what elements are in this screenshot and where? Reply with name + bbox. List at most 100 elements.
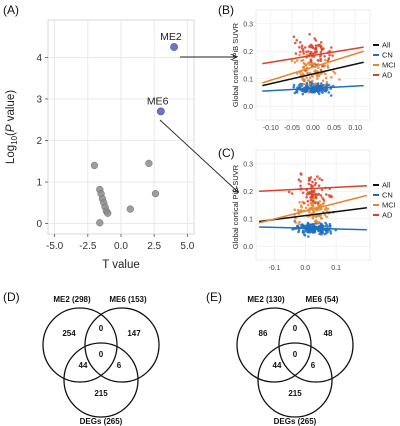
panel-b-fit-lines: [262, 46, 364, 92]
panel-b-point: [294, 41, 297, 45]
panel-a-x-tick-label: 0.0: [114, 241, 128, 252]
panel-c-point: [311, 180, 314, 184]
panel-c-point: [310, 196, 314, 199]
panel-b-point: [293, 61, 297, 64]
panel-label-a: (A): [3, 3, 19, 17]
panel-b-x-tick-label: 0.00: [306, 125, 320, 132]
panel-b-point: [317, 92, 321, 95]
panel-c-point: [296, 208, 300, 212]
panel-b-point: [311, 46, 315, 49]
panel-b-point: [316, 77, 319, 80]
panel-b-point: [325, 82, 329, 86]
panel-b-point: [323, 83, 327, 87]
venn-d-me2-me6: 0: [99, 324, 104, 333]
panel-c-point: [302, 201, 306, 205]
panel-c-point: [319, 214, 323, 217]
panel-b-point: [328, 53, 331, 57]
panel-c-point: [314, 181, 318, 185]
panel-b-point: [311, 75, 315, 78]
panel-c-point: [319, 194, 323, 197]
panel-c-point: [306, 221, 310, 225]
panel-b-point: [314, 39, 318, 42]
panel-c-point: [316, 214, 319, 218]
panel-c-point: [301, 191, 305, 195]
panel-c-x-tick-label: 0.0: [300, 265, 310, 272]
panel-c-line-ad: [259, 184, 367, 193]
panel-c-point: [312, 191, 316, 194]
panel-b-ticks: -0.10 -0.05 0.00 0.05 0.10 0.0 0.1 0.2 0.3: [243, 21, 362, 132]
panel-c-point: [299, 172, 303, 175]
panel-c-point: [310, 185, 313, 189]
panel-c-y-tick-label: 0.1: [243, 216, 253, 223]
panel-c-point: [321, 224, 325, 228]
panel-c-point: [329, 232, 333, 235]
panel-a-grid: [48, 20, 194, 234]
panel-b-point: [297, 84, 301, 87]
panel-b-point: [321, 79, 325, 83]
panel-c-point: [305, 196, 308, 199]
venn-d-center: 0: [99, 350, 104, 359]
panel-c-point: [322, 202, 326, 205]
panel-b-point: [327, 91, 331, 94]
venn-e-only-degs: 215: [288, 389, 302, 398]
panel-c-legend-label: All: [382, 181, 391, 190]
venn-e-label-degs: DEGs (265): [274, 417, 317, 426]
panel-b-point: [304, 84, 308, 88]
venn-e: ME2 (130) ME6 (54) DEGs (265) 86 48 0 0 …: [236, 295, 354, 426]
venn-e-only-me6: 48: [324, 329, 333, 338]
panel-b-y-axis-title: Global cortical PiB SUVR: [231, 22, 240, 107]
panel-b-point: [323, 55, 327, 58]
panel-b-point: [317, 66, 320, 70]
venn-d-only-me2: 254: [62, 329, 76, 338]
venn-d-circle-me6: [84, 307, 160, 383]
panel-b-line-ad: [262, 46, 364, 65]
panel-c-point: [325, 210, 329, 213]
panel-b-point: [326, 66, 330, 69]
panel-b-x-tick-label: 0.10: [348, 125, 362, 132]
panel-b-point: [319, 50, 323, 54]
panel-b-line-cn: [262, 84, 364, 92]
panel-c-point: [326, 225, 329, 228]
panel-c-point: [311, 217, 315, 220]
panel-b-point: [312, 62, 316, 65]
panel-b-point: [294, 52, 298, 55]
panel-b-point: [309, 59, 313, 63]
panel-a-point: [145, 159, 153, 168]
venn-e-circle-degs: [257, 342, 333, 418]
panel-b-point: [330, 46, 333, 49]
panel-a-point: [151, 190, 160, 198]
panel-c-point: [316, 175, 319, 178]
panel-b-point: [299, 41, 302, 44]
panel-c-point: [306, 224, 310, 228]
venn-e-label-me6: ME6 (54): [306, 295, 339, 304]
panel-c-point: [308, 191, 312, 194]
panel-a-point: [90, 161, 99, 170]
panel-a-x-tick-label: -5.0: [46, 241, 64, 252]
panel-b-x-tick-label: 0.05: [327, 125, 341, 132]
panel-b-point: [308, 76, 312, 80]
panel-b-point: [299, 50, 302, 54]
panel-b-point: [324, 76, 328, 80]
panel-b-y-tick-label: 0.1: [243, 76, 253, 83]
panel-c-point: [326, 207, 330, 210]
panel-b-point: [309, 45, 313, 49]
panel-label-d: (D): [3, 290, 20, 304]
venn-d-only-degs: 215: [94, 389, 108, 398]
panel-b-point: [316, 82, 320, 85]
panel-b-point: [292, 85, 296, 89]
panel-b-point: [290, 59, 294, 62]
panel-c-point: [315, 219, 318, 222]
panel-b-point: [319, 57, 323, 61]
panel-c-point: [302, 231, 305, 234]
panel-b-point: [322, 47, 325, 50]
panel-c-legend-label: CN: [382, 191, 393, 200]
panel-c-legend-label: MCI: [382, 201, 396, 210]
panel-b-point: [313, 47, 317, 51]
venn-e-circle-me6: [278, 307, 354, 383]
panel-b-point: [308, 33, 311, 36]
panel-b-point: [319, 68, 323, 72]
panel-b-point: [308, 52, 312, 56]
panel-b-point: [310, 50, 313, 54]
panel-b-point: [318, 84, 322, 88]
venn-d-me6-degs: 6: [117, 361, 122, 370]
